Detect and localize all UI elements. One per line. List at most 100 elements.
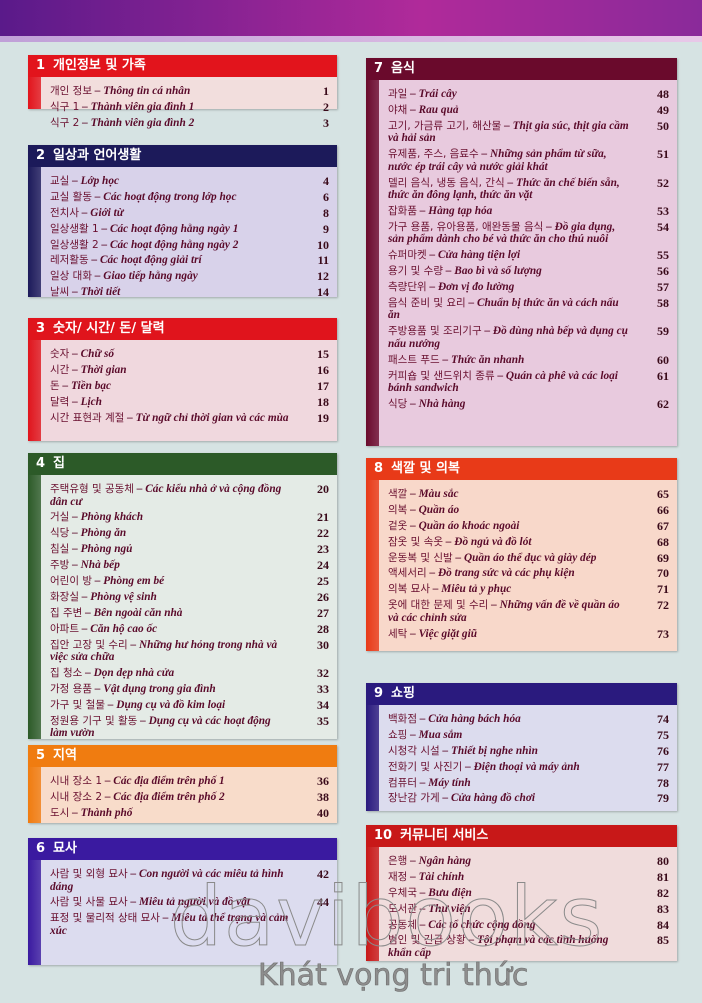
entry-text: 숫자 – Chữ số (50, 348, 290, 361)
entry-vietnamese: Các hoạt động hằng ngày 1 (109, 222, 239, 235)
toc-entry[interactable]: 교실 활동 – Các hoạt động trong lớp học 6 (50, 191, 329, 204)
toc-entry[interactable]: 주방 – Nhà bếp 24 (50, 559, 329, 572)
toc-entry[interactable]: 쇼핑 – Mua sắm 75 (388, 729, 669, 742)
entry-korean: 주택유형 및 공동체 (50, 483, 134, 495)
toc-entry[interactable]: 식당 – Phòng ăn 22 (50, 527, 329, 540)
toc-entry[interactable]: 유제품, 주스, 음료수 – Những sản phẩm từ sữa, nư… (388, 148, 669, 173)
entry-separator: – (481, 325, 493, 338)
toc-entry[interactable]: 일상생활 1 – Các hoạt động hằng ngày 1 9 (50, 223, 329, 236)
section-title: 일상과 언어생활 (53, 148, 142, 163)
toc-entry[interactable]: 식구 1 – Thành viên gia đình 1 2 (50, 101, 329, 114)
toc-entry[interactable]: 식구 2 – Thành viên gia đình 2 3 (50, 117, 329, 130)
toc-entry[interactable]: 주방용품 및 조리기구 – Đồ dùng nhà bếp và dụng cụ… (388, 325, 669, 350)
entry-separator: – (465, 296, 477, 309)
entry-text: 가구 및 철물 – Dụng cụ và đồ kim loại (50, 699, 290, 712)
toc-entry[interactable]: 시청각 시설 – Thiết bị nghe nhìn 76 (388, 745, 669, 758)
toc-entry[interactable]: 잠옷 및 속옷 – Đồ ngủ và đồ lót 68 (388, 536, 669, 549)
toc-entry[interactable]: 일상 대화 – Giao tiếp hằng ngày 12 (50, 270, 329, 283)
entry-vietnamese: Con người và các miêu tả hình dáng (50, 868, 284, 893)
toc-entry[interactable]: 사람 및 사물 묘사 – Miêu tả người và đồ vật 44 (50, 896, 329, 909)
toc-entry[interactable]: 개인 정보 – Thông tin cá nhân 1 (50, 85, 329, 98)
toc-entry[interactable]: 옷에 대한 문제 및 수리 – Những vấn đề về quần áo … (388, 599, 669, 624)
entry-korean: 교실 (50, 175, 70, 187)
toc-entry[interactable]: 가구 용품, 유아용품, 애완동물 음식 – Đồ gia dụng, sản … (388, 221, 669, 246)
entry-list: 숫자 – Chữ số 15 시간 – Thời gian 16 돈 – Tiền bạ… (50, 348, 329, 427)
entry-vietnamese: Miêu tả thể trạng và cảm xúc (50, 912, 289, 937)
section-color-strip (28, 475, 41, 739)
toc-entry[interactable]: 도시 – Thành phố 40 (50, 807, 329, 820)
toc-entry[interactable]: 의복 – Quần áo 66 (388, 504, 669, 517)
toc-entry[interactable]: 우체국 – Bưu điện 82 (388, 887, 669, 900)
toc-entry[interactable]: 액세서리 – Đồ trang sức và các phụ kiện 70 (388, 567, 669, 580)
entry-vietnamese: Việc giặt giũ (418, 627, 477, 640)
entry-korean: 백화점 (388, 713, 417, 725)
toc-entry[interactable]: 집 청소 – Dọn dẹp nhà cửa 32 (50, 667, 329, 680)
toc-entry[interactable]: 식당 – Nhà hàng 62 (388, 398, 669, 411)
toc-entry[interactable]: 사람 및 외형 묘사 – Con người và các miêu tả hì… (50, 868, 329, 893)
toc-entry[interactable]: 가정 용품 – Vật dụng trong gia đình 33 (50, 683, 329, 696)
toc-entry[interactable]: 일상생활 2 – Các hoạt động hằng ngày 2 10 (50, 239, 329, 252)
toc-entry[interactable]: 시간 – Thời gian 16 (50, 364, 329, 377)
section-color-strip (28, 767, 41, 823)
toc-entry[interactable]: 장난감 가게 – Cửa hàng đồ chơi 79 (388, 792, 669, 805)
entry-korean: 컴퓨터 (388, 776, 417, 789)
toc-entry[interactable]: 표정 및 물리적 상태 묘사 – Miêu tả thể trạng và cả… (50, 912, 329, 937)
toc-entry[interactable]: 돈 – Tiền bạc 17 (50, 380, 329, 393)
toc-entry[interactable]: 정원용 기구 및 활동 – Dụng cụ và các hoạt động l… (50, 715, 329, 740)
toc-entry[interactable]: 색깔 – Màu sắc 65 (388, 488, 669, 501)
toc-entry[interactable]: 전치사 – Giới từ 8 (50, 207, 329, 220)
toc-entry[interactable]: 백화점 – Cửa hàng bách hóa 74 (388, 713, 669, 726)
toc-entry[interactable]: 숫자 – Chữ số 15 (50, 348, 329, 361)
toc-entry[interactable]: 레저활동 – Các hoạt động giải trí 11 (50, 254, 329, 267)
toc-entry[interactable]: 도서관 – Thư viện 83 (388, 903, 669, 916)
toc-entry[interactable]: 거실 – Phòng khách 21 (50, 511, 329, 524)
entry-korean: 잠옷 및 속옷 (388, 535, 443, 548)
toc-entry[interactable]: 패스트 푸드 – Thức ăn nhanh 60 (388, 354, 669, 367)
entry-text: 가정 용품 – Vật dụng trong gia đình (50, 683, 290, 696)
toc-entry[interactable]: 범인 및 긴급 상황 – Tội phạm và các tình huống … (388, 934, 669, 959)
toc-entry[interactable]: 의복 묘사 – Miêu tả y phục 71 (388, 583, 669, 596)
toc-entry[interactable]: 운동복 및 신발 – Quần áo thể dục và giày dép 69 (388, 552, 669, 565)
toc-entry[interactable]: 과일 – Trái cây 48 (388, 88, 669, 101)
toc-entry[interactable]: 측량단위 – Đơn vị đo lường 57 (388, 281, 669, 294)
toc-entry[interactable]: 은행 – Ngân hàng 80 (388, 855, 669, 868)
section-number: 7 (374, 61, 384, 76)
toc-entry[interactable]: 주택유형 및 공동체 – Các kiểu nhà ở và cộng đồng… (50, 483, 329, 508)
toc-entry[interactable]: 용기 및 수량 – Bao bì và số lượng 56 (388, 265, 669, 278)
toc-entry[interactable]: 잡화품 – Hàng tạp hóa 53 (388, 205, 669, 218)
entry-text: 고기, 가금류 고기, 해산물 – Thịt gia súc, thịt gia… (388, 120, 630, 145)
toc-entry[interactable]: 집 주변 – Bên ngoài căn nhà 27 (50, 607, 329, 620)
toc-entry[interactable]: 가구 및 철물 – Dụng cụ và đồ kim loại 34 (50, 699, 329, 712)
toc-entry[interactable]: 겉옷 – Quần áo khoác ngoài 67 (388, 520, 669, 533)
toc-entry[interactable]: 어린이 방 – Phòng em bé 25 (50, 575, 329, 588)
toc-entry[interactable]: 야채 – Rau quả 49 (388, 104, 669, 117)
entry-text: 일상 대화 – Giao tiếp hằng ngày (50, 270, 290, 283)
toc-entry[interactable]: 델리 음식, 냉동 음식, 간식 – Thức ăn chế biến sẵn,… (388, 177, 669, 202)
toc-entry[interactable]: 시내 장소 2 – Các địa điểm trên phố 2 38 (50, 791, 329, 804)
section-color-strip (28, 340, 41, 441)
toc-entry[interactable]: 공동체 – Các tổ chức cộng đồng 84 (388, 919, 669, 932)
section-number: 8 (374, 461, 384, 476)
toc-entry[interactable]: 세탁 – Việc giặt giũ 73 (388, 628, 669, 641)
toc-entry[interactable]: 날씨 – Thời tiết 14 (50, 286, 329, 299)
toc-entry[interactable]: 침실 – Phòng ngủ 23 (50, 543, 329, 556)
toc-entry[interactable]: 아파트 – Căn hộ cao ốc 28 (50, 623, 329, 636)
toc-entry[interactable]: 화장실 – Phòng vệ sinh 26 (50, 591, 329, 604)
entry-text: 범인 및 긴급 상황 – Tội phạm và các tình huống … (388, 934, 630, 959)
toc-entry[interactable]: 달력 – Lịch 18 (50, 396, 329, 409)
toc-entry[interactable]: 슈퍼마켓 – Cửa hàng tiện lợi 55 (388, 249, 669, 262)
entry-text: 의복 묘사 – Miêu tả y phục (388, 583, 630, 596)
entry-korean: 도시 (50, 806, 70, 819)
toc-entry[interactable]: 전화기 및 사진기 – Điện thoại và máy ảnh 77 (388, 761, 669, 774)
entry-vietnamese: Các hoạt động giải trí (99, 254, 202, 267)
toc-entry[interactable]: 시내 장소 1 – Các địa điểm trên phố 1 36 (50, 775, 329, 788)
toc-entry[interactable]: 음식 준비 및 요리 – Chuẩn bị thức ăn và cách nấ… (388, 297, 669, 322)
toc-entry[interactable]: 커피숍 및 샌드위치 종류 – Quán cà phê và các loại … (388, 370, 669, 395)
toc-entry[interactable]: 집안 고장 및 수리 – Những hư hỏng trong nhà và … (50, 639, 329, 664)
entry-vietnamese: Những vấn đề về quần áo và các chỉnh sửa (388, 599, 620, 624)
toc-entry[interactable]: 컴퓨터 – Máy tính 78 (388, 777, 669, 790)
toc-entry[interactable]: 교실 – Lớp học 4 (50, 175, 329, 188)
toc-entry[interactable]: 시간 표현과 계절 – Từ ngữ chỉ thời gian và các … (50, 412, 329, 425)
toc-entry[interactable]: 고기, 가금류 고기, 해산물 – Thịt gia súc, thịt gia… (388, 120, 669, 145)
toc-entry[interactable]: 재정 – Tài chính 81 (388, 871, 669, 884)
